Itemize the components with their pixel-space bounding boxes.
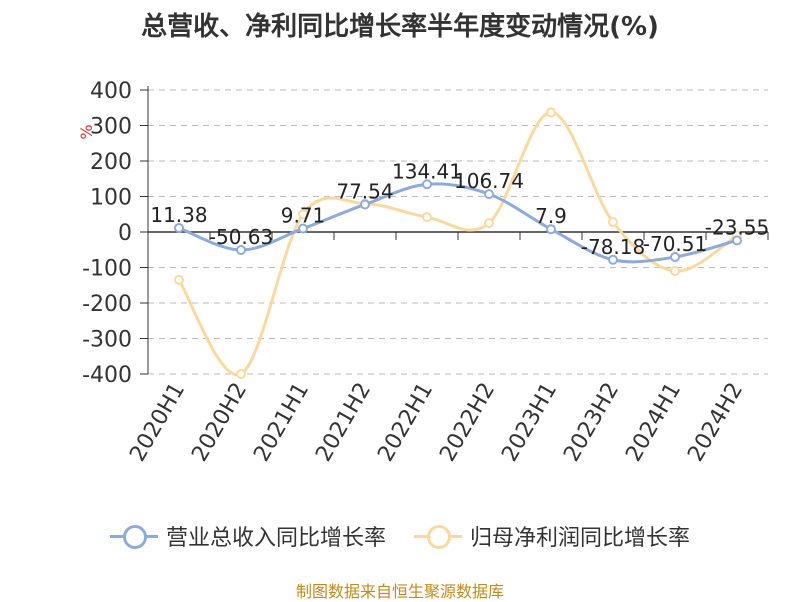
data-label-revenue: 7.9 <box>535 204 567 228</box>
data-label-revenue: -78.18 <box>581 235 645 259</box>
data-label-revenue: -23.55 <box>705 215 769 239</box>
x-tick-label: 2024H1 <box>621 379 686 466</box>
data-point-profit <box>608 217 618 228</box>
data-point-profit <box>174 274 184 285</box>
legend-item-revenue[interactable]: 营业总收入同比增长率 <box>109 520 386 552</box>
data-point-revenue <box>670 252 680 263</box>
legend-swatch-revenue <box>109 524 158 549</box>
data-label-revenue: 77.54 <box>336 179 393 203</box>
chart-title: 总营收、净利同比增长率半年度变动情况(%) <box>141 12 659 42</box>
data-label-revenue: 106.74 <box>454 169 524 193</box>
data-source-note: 制图数据来自恒生聚源数据库 <box>295 582 504 601</box>
x-tick-label: 2021H1 <box>249 379 314 466</box>
x-tick-label: 2020H2 <box>187 379 252 466</box>
data-point-revenue <box>732 235 742 246</box>
x-tick-label: 2023H1 <box>497 379 562 466</box>
data-point-revenue <box>360 199 370 210</box>
x-tick-label: 2022H2 <box>435 379 500 466</box>
data-point-revenue <box>484 189 494 200</box>
y-tick-label: -300 <box>82 328 132 353</box>
legend-label-profit: 归母净利润同比增长率 <box>470 526 691 551</box>
y-tick-label: -100 <box>82 257 132 282</box>
data-point-revenue <box>236 244 246 255</box>
x-tick-label: 2022H1 <box>373 379 438 466</box>
y-tick-label: 100 <box>90 186 132 211</box>
data-point-profit <box>422 212 432 223</box>
x-tick-label: 2023H2 <box>559 379 624 466</box>
data-point-revenue <box>422 179 432 190</box>
data-label-revenue: -70.51 <box>643 232 707 256</box>
data-point-profit <box>670 266 680 277</box>
y-tick-label: 400 <box>90 79 132 104</box>
legend-item-profit[interactable]: 归母净利润同比增长率 <box>414 520 690 552</box>
data-point-revenue <box>546 224 556 235</box>
x-tick-label: 2020H1 <box>125 379 190 466</box>
data-label-revenue: 11.38 <box>150 203 207 227</box>
y-tick-label: 200 <box>90 150 132 175</box>
data-label-revenue: 134.41 <box>392 159 462 183</box>
y-tick-label: -200 <box>82 292 132 317</box>
series-line-revenue <box>178 182 738 264</box>
data-label-revenue: -50.63 <box>209 225 273 249</box>
legend: 营业总收入同比增长率 归母净利润同比增长率 <box>0 520 800 552</box>
legend-swatch-profit <box>414 524 462 549</box>
data-point-profit <box>484 218 494 229</box>
legend-label-revenue: 营业总收入同比增长率 <box>165 526 386 551</box>
data-point-revenue <box>298 223 308 234</box>
data-point-profit <box>298 209 308 220</box>
y-axis-label: % <box>77 124 96 139</box>
data-point-revenue <box>608 254 618 265</box>
data-point-profit <box>236 369 246 379</box>
y-tick-label: 0 <box>118 221 132 246</box>
series-line-profit <box>177 110 738 377</box>
x-tick-label: 2024H2 <box>683 379 748 466</box>
y-tick-label: 300 <box>90 115 132 140</box>
y-tick-label: -400 <box>82 363 132 388</box>
x-tick-label: 2021H2 <box>311 379 376 466</box>
data-point-profit <box>546 107 556 118</box>
data-point-revenue <box>174 222 184 233</box>
data-label-revenue: 9.71 <box>281 204 326 228</box>
